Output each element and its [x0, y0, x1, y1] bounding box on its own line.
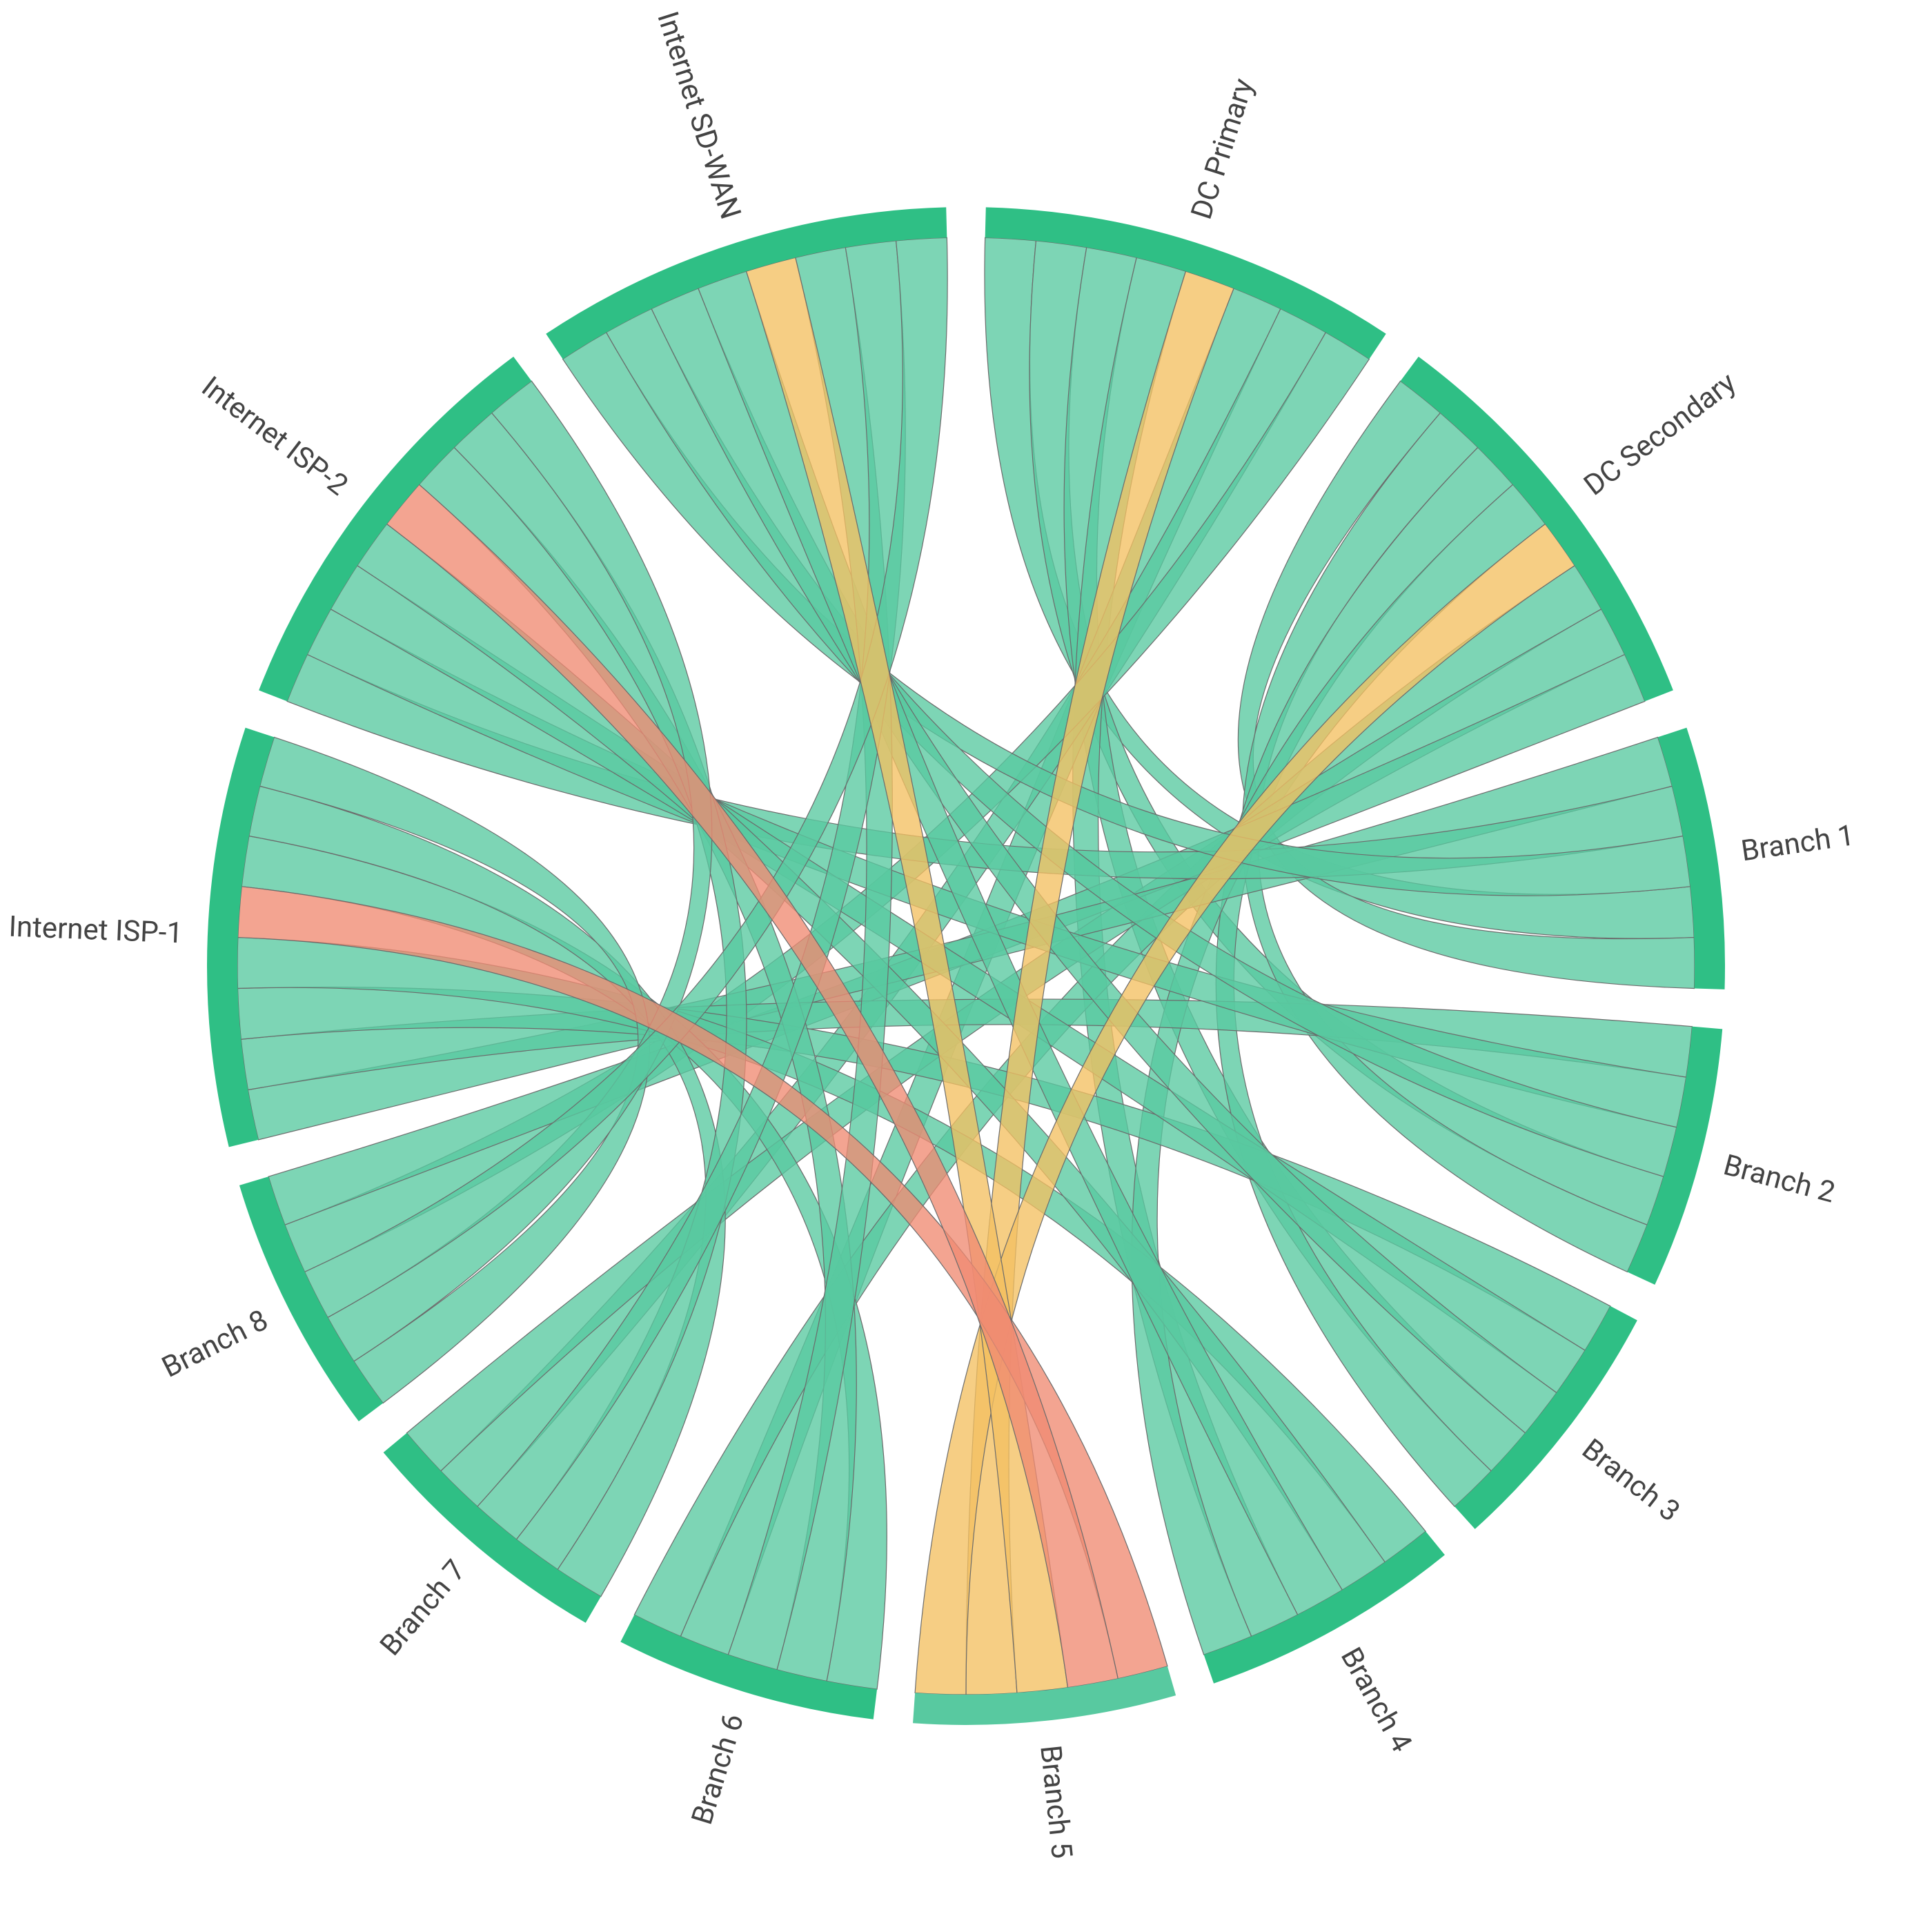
chord-label: Branch 4	[1334, 1642, 1419, 1758]
chord-label: Branch 5	[1033, 1744, 1078, 1860]
chord-label: Branch 2	[1720, 1148, 1839, 1210]
chord-label: Branch 1	[1739, 818, 1856, 868]
chord-label: Internet ISP-1	[8, 910, 184, 951]
chord-label: DC Secondary	[1578, 366, 1743, 502]
chord-label: Internet ISP-2	[195, 370, 355, 502]
chord-diagram: DC Primary DC Secondary Branch 1 Branch 2 Br…	[0, 0, 1932, 1932]
chord-label: Internet SD-WAN	[650, 8, 747, 224]
chord-label: Branch 7	[373, 1554, 473, 1663]
chord-label: Branch 8	[157, 1303, 273, 1385]
chord-label: Branch 6	[685, 1710, 751, 1828]
chord-label: DC Primary	[1185, 75, 1261, 224]
chord-label: Branch 3	[1575, 1432, 1686, 1529]
ribbons-group	[237, 237, 1695, 1695]
